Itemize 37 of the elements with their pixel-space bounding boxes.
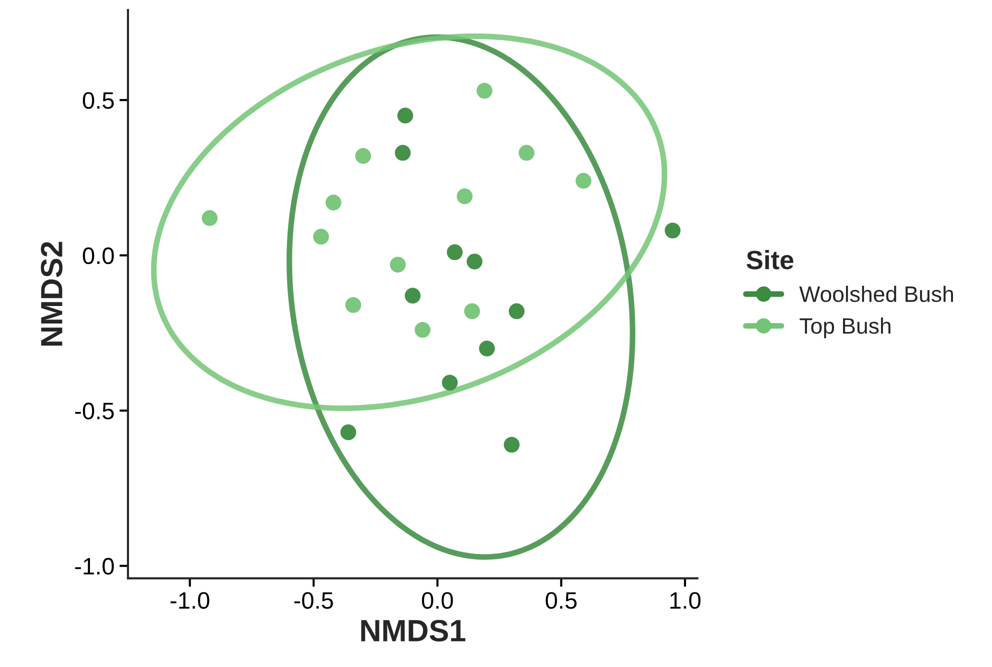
legend-title: Site: [746, 250, 794, 270]
x-tick-label: 1.0: [670, 592, 700, 609]
point: [456, 188, 473, 204]
point: [576, 172, 592, 189]
point: [518, 144, 534, 161]
point: [479, 340, 495, 356]
point: [397, 108, 414, 124]
point: [464, 303, 480, 320]
point: [202, 210, 218, 226]
y-tick-label: 0.0: [82, 247, 114, 264]
legend-label: Top Bush: [800, 318, 890, 338]
point: [446, 244, 463, 260]
point: [504, 436, 520, 453]
y-tick-label: -0.5: [75, 402, 114, 420]
point: [664, 222, 681, 238]
point: [404, 288, 421, 304]
point: [476, 82, 492, 99]
point: [394, 144, 411, 161]
y-tick-label: -1.0: [75, 558, 114, 575]
x-tick-label: 0.0: [422, 592, 453, 609]
point: [390, 256, 406, 273]
point: [345, 297, 362, 313]
x-axis-title: NMDS1: [361, 620, 466, 642]
y-axis-title: NMDS2: [40, 242, 62, 346]
point: [355, 148, 372, 164]
y-tick-label: 0.5: [82, 92, 114, 109]
point: [442, 374, 458, 391]
point: [466, 254, 482, 270]
x-tick-label: -1.0: [170, 592, 210, 609]
legend-label: Woolshed Bush: [799, 286, 953, 302]
x-tick-label: -0.5: [294, 592, 333, 609]
point: [313, 228, 329, 245]
point: [340, 424, 356, 440]
x-tick-label: 0.5: [546, 592, 577, 609]
point: [326, 194, 342, 210]
point: [508, 303, 525, 320]
point: [414, 322, 430, 338]
